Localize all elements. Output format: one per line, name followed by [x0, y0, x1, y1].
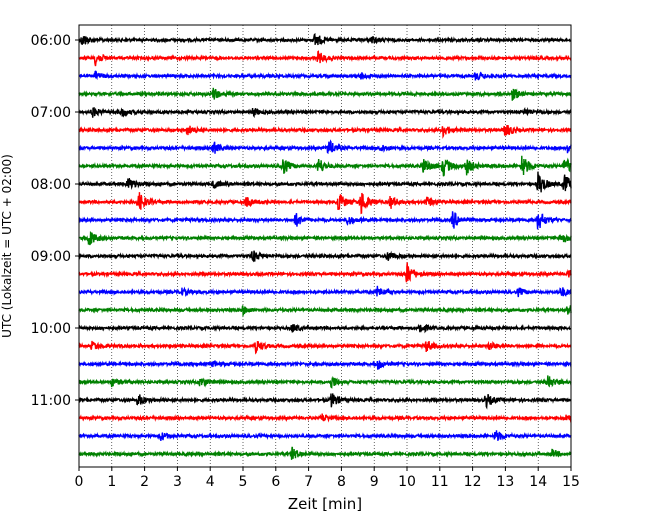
trace-0645: [78, 87, 572, 101]
x-tick-label: 15: [562, 474, 580, 490]
trace-0600: [78, 33, 572, 46]
x-tick-label: 4: [206, 474, 215, 490]
trace-1100: [78, 393, 572, 410]
plot-frame: [78, 24, 572, 468]
trace-0930: [78, 285, 572, 298]
trace-1045: [78, 375, 572, 389]
trace-0800: [78, 171, 572, 193]
seismic-traces: [78, 33, 572, 460]
x-tick-label: 7: [304, 474, 313, 490]
trace-1130: [78, 430, 572, 441]
trace-1015: [78, 340, 572, 355]
y-tick-label: 09:00: [31, 249, 71, 265]
trace-0715: [78, 125, 572, 139]
y-axis-ticks: 06:00 07:00 08:00 09:00 10:00 11:00: [31, 33, 79, 409]
x-tick-label: 8: [337, 474, 346, 490]
y-axis-label: UTC (Lokalzeit = UTC + 02:00): [0, 154, 14, 338]
x-axis-ticks: 0 1 2 3 4 5 6 7 8 9 10 11 12 13 14 15: [75, 467, 580, 490]
x-tick-label: 2: [140, 474, 149, 490]
trace-0915: [78, 262, 572, 283]
trace-1145: [78, 446, 572, 460]
y-tick-label: 11:00: [31, 393, 71, 409]
y-tick-label: 06:00: [31, 33, 71, 49]
x-tick-label: 1: [107, 474, 116, 490]
trace-0815: [78, 192, 572, 215]
x-tick-label: 14: [529, 474, 547, 490]
trace-0700: [78, 106, 572, 119]
trace-0900: [78, 250, 572, 263]
y-tick-label: 07:00: [31, 105, 71, 121]
x-tick-label: 5: [239, 474, 248, 490]
trace-0845: [78, 230, 572, 246]
x-tick-label: 10: [398, 474, 416, 490]
x-tick-label: 9: [370, 474, 379, 490]
trace-0830: [78, 211, 572, 230]
y-tick-label: 10:00: [31, 321, 71, 337]
x-tick-label: 13: [496, 474, 514, 490]
x-axis-label: Zeit [min]: [288, 495, 362, 513]
trace-1115: [78, 413, 572, 423]
x-tick-label: 11: [431, 474, 449, 490]
trace-1030: [78, 360, 572, 370]
trace-0615: [78, 50, 572, 67]
x-tick-label: 0: [75, 474, 84, 490]
x-tick-label: 6: [271, 474, 280, 490]
x-tick-label: 12: [464, 474, 482, 490]
trace-1000: [78, 323, 572, 334]
x-tick-label: 3: [173, 474, 182, 490]
trace-0630: [78, 70, 572, 81]
y-tick-label: 08:00: [31, 177, 71, 193]
trace-0730: [78, 139, 572, 155]
trace-0945: [78, 304, 572, 318]
trace-0745: [78, 155, 572, 177]
